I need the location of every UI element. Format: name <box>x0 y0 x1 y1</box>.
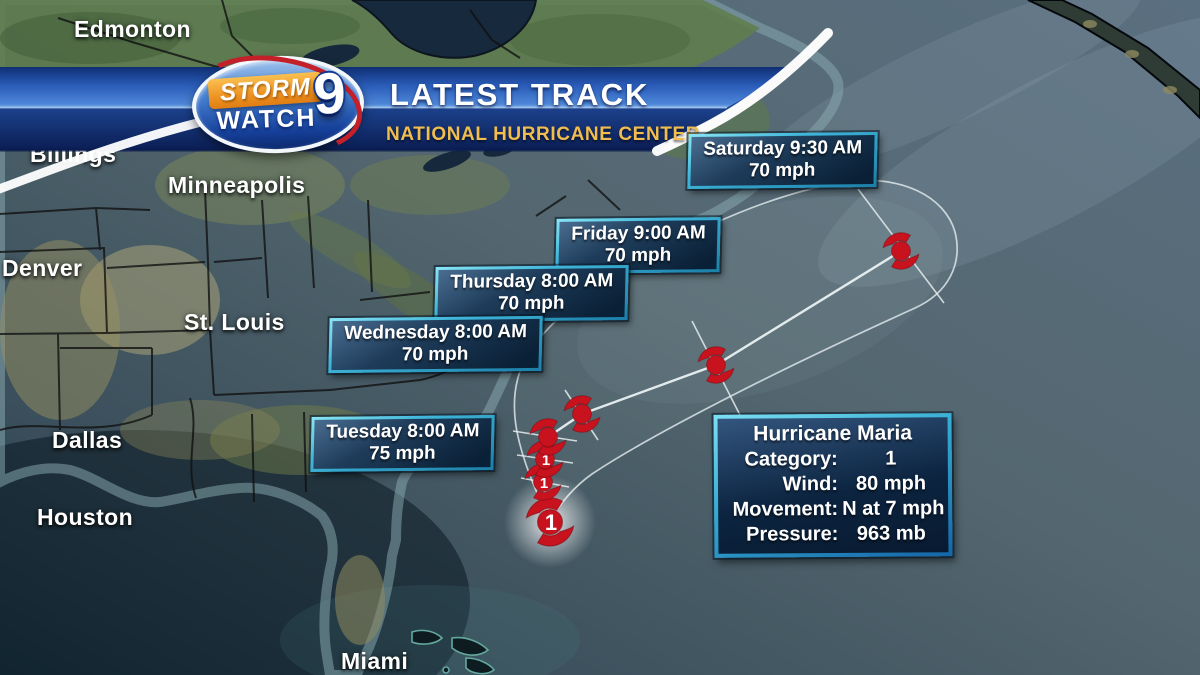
storm-info-box: Hurricane Maria Category: 1 Wind: 80 mph… <box>713 413 953 558</box>
storm-info-row: Wind: 80 mph <box>726 471 940 497</box>
storm-info-value: N at 7 mph <box>842 497 945 520</box>
forecast-time-label: Tuesday 8:00 AM 75 mph <box>310 415 495 472</box>
storm-category-number: 1 <box>540 475 548 492</box>
city-label: St. Louis <box>184 309 285 335</box>
city-label: Billings <box>30 141 117 167</box>
logo-watch-text: WATCH <box>216 103 317 136</box>
storm-info-label: Category: <box>744 447 838 471</box>
forecast-wind: 70 mph <box>401 343 469 366</box>
city-label: Minneapolis <box>168 172 306 198</box>
banner-title: LATEST TRACK <box>390 77 650 112</box>
forecast-time: Wednesday 8:00 AM <box>344 321 528 344</box>
banner-subtitle: NATIONAL HURRICANE CENTER <box>386 124 701 145</box>
storm-info-label: Movement: <box>732 497 839 521</box>
forecast-time: Saturday 9:30 AM <box>703 137 863 160</box>
storm-info-value: 80 mph <box>855 472 927 495</box>
storm-info-label: Pressure: <box>745 522 839 546</box>
hudson-bay <box>351 0 538 59</box>
forecast-time: Tuesday 8:00 AM <box>326 420 480 443</box>
forecast-time-label: Saturday 9:30 AM 70 mph <box>687 132 878 189</box>
storm-info-row: Pressure: 963 mb <box>726 521 940 547</box>
forecast-time: Thursday 8:00 AM <box>450 270 614 293</box>
stormwatch9-logo: STORM WATCH 9 <box>186 42 370 167</box>
city-label: Denver <box>2 255 83 281</box>
forecast-time-label: Wednesday 8:00 AM 70 mph <box>328 315 543 374</box>
storm-info-title: Hurricane Maria <box>753 421 913 446</box>
forecast-wind: 70 mph <box>604 244 672 267</box>
city-label: Miami <box>341 648 409 674</box>
storm-info-row: Category: 1 <box>726 446 940 472</box>
storm-category-number: 1 <box>542 452 550 469</box>
forecast-time: Friday 9:00 AM <box>571 222 707 245</box>
bahamas-islands <box>411 629 496 675</box>
forecast-wind: 70 mph <box>748 159 816 182</box>
logo-channel-number: 9 <box>312 60 347 127</box>
storm-info-row: Movement: N at 7 mph <box>726 496 945 522</box>
city-label: Dallas <box>52 427 123 453</box>
storm-info-rows: Category: 1 Wind: 80 mph Movement: N at … <box>726 446 945 547</box>
city-label: Edmonton <box>74 16 191 42</box>
forecast-wind: 70 mph <box>497 292 565 315</box>
forecast-wind: 75 mph <box>368 442 436 465</box>
forecast-time-label: Thursday 8:00 AM 70 mph <box>434 264 629 323</box>
storm-category-number: 1 <box>545 510 557 535</box>
storm-info-value: 963 mb <box>856 522 926 545</box>
island-chain <box>1027 0 1200 120</box>
storm-info-value: 1 <box>885 447 897 470</box>
storm-info-label: Wind: <box>782 472 839 496</box>
city-label: Houston <box>37 504 134 530</box>
storm-icons-layer: 1 1 1 <box>504 232 920 568</box>
